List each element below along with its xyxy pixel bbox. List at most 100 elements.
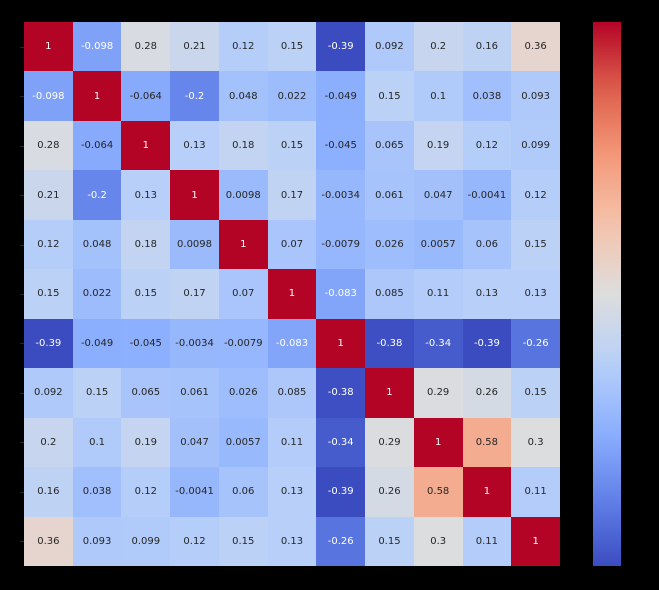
- heatmap-cell: 0.2: [24, 417, 73, 468]
- heatmap-cell: -0.064: [121, 71, 171, 121]
- y-tick-mark: [20, 46, 24, 48]
- heatmap-cell: 0.092: [365, 22, 414, 72]
- heatmap-cell: 0.11: [462, 516, 512, 566]
- heatmap-cell: 0.047: [413, 170, 463, 220]
- heatmap-cell: 0.36: [24, 516, 73, 566]
- colorbar-tick-mark: [621, 178, 624, 180]
- heatmap-cell: -0.26: [511, 318, 560, 369]
- heatmap-cell: 0.15: [511, 368, 560, 418]
- y-tick-mark: [20, 294, 24, 295]
- colorbar-tick-mark: [621, 413, 624, 415]
- heatmap-cell: 0.16: [462, 22, 512, 72]
- heatmap-cell: 0.13: [121, 170, 171, 220]
- heatmap-cell: -0.39: [316, 22, 366, 72]
- heatmap-cell: 0.12: [218, 22, 268, 72]
- heatmap-cell: 0.026: [365, 219, 414, 270]
- heatmap-cell: -0.045: [121, 318, 171, 369]
- heatmap-cell: 0.099: [511, 120, 560, 171]
- heatmap-cell: 0.085: [365, 269, 414, 319]
- heatmap-cell: 0.092: [24, 368, 73, 418]
- heatmap-cell: 1: [267, 269, 317, 319]
- heatmap-cell: -0.098: [24, 71, 73, 121]
- heatmap-cell: 1: [365, 368, 414, 418]
- heatmap-cell: 0.11: [413, 269, 463, 319]
- heatmap-cell: 0.15: [267, 120, 317, 171]
- heatmap-cell: 0.061: [170, 368, 219, 418]
- heatmap-cell: 1: [511, 516, 560, 566]
- heatmap-cell: 0.06: [218, 467, 268, 517]
- heatmap-cell: 0.048: [218, 71, 268, 121]
- heatmap-cell: 0.36: [511, 22, 560, 72]
- heatmap-cell: 0.038: [72, 467, 122, 517]
- heatmap-cell: 1: [462, 467, 512, 517]
- heatmap-cell: -0.38: [316, 368, 366, 418]
- heatmap-cell: -0.2: [72, 170, 122, 220]
- heatmap-cell: 0.06: [462, 219, 512, 270]
- heatmap-cell: 1: [218, 219, 268, 270]
- heatmap-cell: -0.39: [462, 318, 512, 369]
- colorbar-tick-mark: [621, 491, 624, 493]
- heatmap-cell: -0.0079: [316, 219, 366, 270]
- colorbar: [593, 22, 621, 566]
- heatmap-cell: -0.39: [24, 318, 73, 369]
- heatmap-cell: 0.15: [365, 516, 414, 566]
- heatmap-cell: 0.13: [267, 467, 317, 517]
- colorbar-tick-mark: [621, 335, 624, 337]
- heatmap-cell: 0.29: [413, 368, 463, 418]
- heatmap-cell: 0.0057: [413, 219, 463, 270]
- heatmap-cell: -0.34: [413, 318, 463, 369]
- heatmap-cell: 0.022: [267, 71, 317, 121]
- heatmap-cell: 0.065: [121, 368, 171, 418]
- heatmap-cell: 0.12: [462, 120, 512, 171]
- heatmap-cell: -0.34: [316, 417, 366, 468]
- heatmap-cell: 0.58: [462, 417, 512, 468]
- heatmap-cell: -0.083: [316, 269, 366, 319]
- heatmap-cell: 0.15: [72, 368, 122, 418]
- heatmap-cell: 0.061: [365, 170, 414, 220]
- heatmap-cell: -0.0079: [218, 318, 268, 369]
- heatmap-cell: 0.13: [267, 516, 317, 566]
- heatmap-cell: 0.047: [170, 417, 219, 468]
- heatmap-cell: 0.28: [121, 22, 171, 72]
- heatmap-cell: 0.3: [413, 516, 463, 566]
- heatmap-cell: 0.065: [365, 120, 414, 171]
- heatmap-cell: -0.0041: [462, 170, 512, 220]
- heatmap-cell: 0.11: [511, 467, 560, 517]
- y-tick-mark: [20, 392, 24, 394]
- y-tick-mark: [20, 195, 24, 197]
- heatmap-cell: 0.2: [413, 22, 463, 72]
- heatmap-cell: 1: [316, 318, 366, 369]
- heatmap-cell: 0.13: [511, 269, 560, 319]
- heatmap-cell: 1: [170, 170, 219, 220]
- y-tick-mark: [20, 442, 24, 444]
- heatmap-cell: 0.026: [218, 368, 268, 418]
- heatmap-cell: 0.18: [218, 120, 268, 171]
- colorbar-tick-mark: [621, 22, 624, 23]
- heatmap-cell: 0.15: [24, 269, 73, 319]
- heatmap-cell: 0.099: [121, 516, 171, 566]
- heatmap-cell: 0.07: [218, 269, 268, 319]
- y-tick-mark: [20, 491, 24, 493]
- heatmap-cell: 0.12: [511, 170, 560, 220]
- heatmap-cell: 0.048: [72, 219, 122, 270]
- y-tick-mark: [20, 343, 24, 345]
- heatmap-cell: -0.049: [316, 71, 366, 121]
- heatmap-cell: -0.0041: [170, 467, 219, 517]
- heatmap-cell: -0.2: [170, 71, 219, 121]
- heatmap-cell: -0.0034: [170, 318, 219, 369]
- heatmap-cell: 0.26: [365, 467, 414, 517]
- heatmap-cell: 1: [24, 22, 73, 72]
- heatmap-cell: 1: [413, 417, 463, 468]
- heatmap-cell: 0.17: [170, 269, 219, 319]
- heatmap-cell: 0.12: [24, 219, 73, 270]
- heatmap-cell: 0.15: [121, 269, 171, 319]
- y-tick-mark: [20, 96, 24, 98]
- heatmap-cell: -0.045: [316, 120, 366, 171]
- heatmap-cell: -0.39: [316, 467, 366, 517]
- heatmap-cell: 0.21: [24, 170, 73, 220]
- heatmap-cell: 0.07: [267, 219, 317, 270]
- heatmap-cell: 0.0098: [170, 219, 219, 270]
- y-tick-mark: [20, 145, 24, 147]
- heatmap-cell: 0.12: [170, 516, 219, 566]
